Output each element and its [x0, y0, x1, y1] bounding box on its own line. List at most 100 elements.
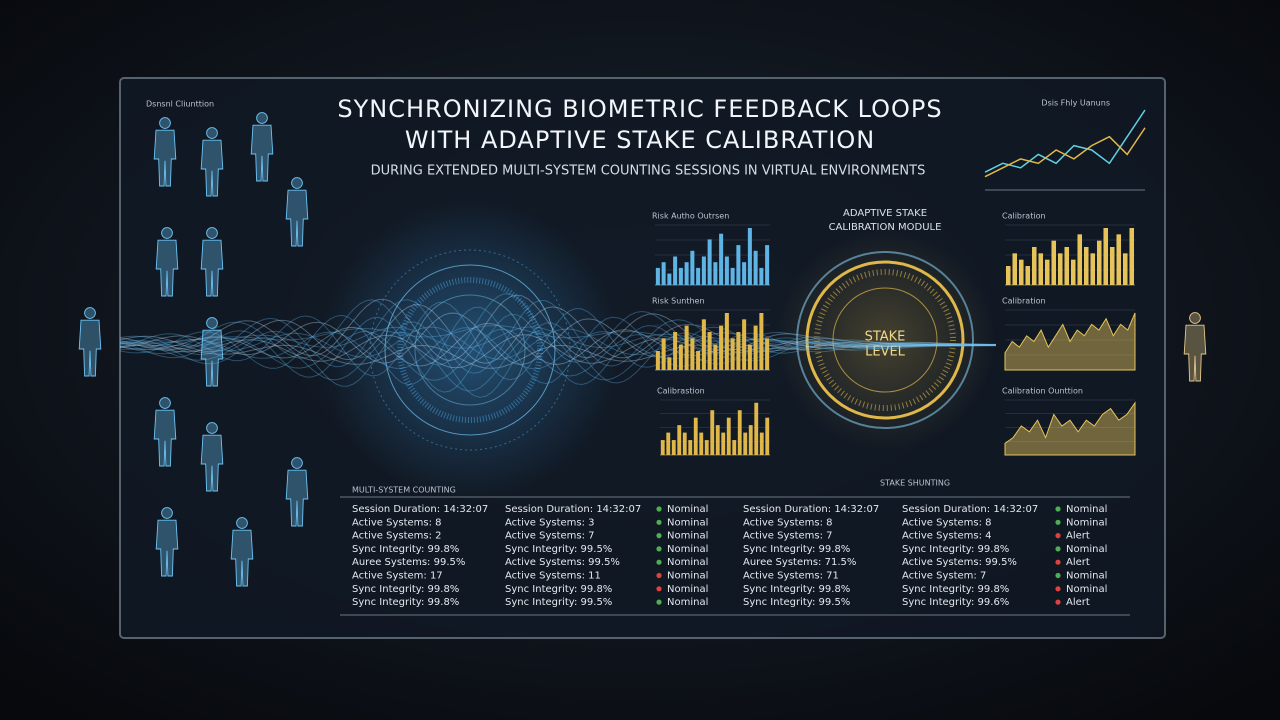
bar: [667, 273, 672, 285]
status: Alert: [1066, 597, 1090, 608]
bar: [655, 351, 660, 370]
status-dot: [1055, 519, 1061, 525]
cell: Active Systems: 3: [505, 517, 595, 528]
bar: [1057, 253, 1063, 285]
wave: [119, 301, 997, 381]
status: Nominal: [667, 504, 708, 515]
bar: [742, 262, 747, 285]
wave: [119, 326, 996, 360]
wave: [119, 294, 996, 362]
bar: [759, 432, 764, 455]
cell: Active System: 7: [902, 571, 986, 582]
bar: [671, 440, 676, 455]
chart-label: Calibration: [1002, 297, 1046, 306]
bar: [736, 245, 741, 285]
bar: [684, 325, 689, 370]
wave: [119, 293, 997, 366]
cell: Session Duration: 14:32:07: [743, 504, 879, 515]
cell: Sync Integrity: 99.8%: [352, 544, 459, 555]
bar: [1109, 247, 1115, 285]
bar: [696, 351, 701, 370]
bar: [724, 256, 729, 285]
bar: [715, 425, 720, 455]
wave: [119, 325, 996, 346]
human-figure: [155, 227, 179, 297]
cell: Auree Systems: 71.5%: [743, 557, 856, 568]
status-dot: [656, 533, 662, 539]
line: [984, 127, 1146, 178]
cell: Sync Integrity: 99.8%: [743, 584, 850, 595]
bar: [1077, 234, 1083, 285]
human-figure: [200, 317, 224, 387]
area: [1004, 401, 1136, 456]
cell: Sync Integrity: 99.5%: [505, 544, 612, 555]
human-figure: [230, 517, 254, 587]
figure-body: [200, 239, 224, 297]
bar: [724, 313, 729, 370]
wave: [119, 327, 997, 370]
cell: Sync Integrity: 99.8%: [902, 544, 1009, 555]
wave: [119, 306, 997, 386]
bar: [1103, 228, 1109, 285]
status-dot: [1055, 546, 1061, 552]
human-figure: [153, 397, 177, 467]
cell: Sync Integrity: 99.8%: [352, 584, 459, 595]
human-figure: [200, 127, 224, 197]
wave: [119, 328, 997, 381]
cell: Active Systems: 8: [743, 517, 833, 528]
bar: [730, 338, 735, 370]
figure-head: [1189, 312, 1201, 324]
wave: [119, 344, 996, 369]
wave: [119, 314, 996, 393]
bar: [666, 432, 671, 455]
cell: Sync Integrity: 99.5%: [743, 597, 850, 608]
figure-body: [155, 239, 179, 297]
bar: [759, 267, 764, 285]
bar: [655, 267, 660, 285]
chart-label: Calibration: [1002, 212, 1046, 221]
subtitle: DURING EXTENDED MULTI-SYSTEM COUNTING SE…: [371, 164, 926, 179]
figure-body: [285, 469, 309, 527]
bar: [1031, 247, 1037, 285]
bar: [707, 239, 712, 285]
chart-label: Calibrastion: [657, 387, 705, 396]
status: Nominal: [1066, 504, 1107, 515]
bar: [1122, 253, 1128, 285]
bar: [1044, 259, 1050, 285]
status-dot: [656, 586, 662, 592]
bar: [673, 332, 678, 370]
figure-body: [200, 434, 224, 492]
bar: [737, 410, 742, 455]
status-dot: [1055, 533, 1061, 539]
bar: [726, 417, 731, 455]
cell: Active Systems: 4: [902, 531, 992, 542]
status: Nominal: [667, 544, 708, 555]
cell: Active Systems: 11: [505, 571, 601, 582]
bar: [701, 319, 706, 370]
table-title: STAKE SHUNTING: [880, 479, 950, 488]
figure-body: [153, 129, 177, 187]
bar: [1070, 259, 1076, 285]
status-dot: [656, 519, 662, 525]
chart-label: Risk Sunthen: [652, 297, 705, 306]
cell: Session Duration: 14:32:07: [352, 504, 488, 515]
stake-level: LEVEL: [865, 345, 906, 360]
figure-head: [206, 227, 218, 239]
cell: Active Systems: 2: [352, 531, 442, 542]
wave: [119, 299, 997, 374]
bar: [707, 332, 712, 370]
figure-head: [161, 227, 173, 239]
cell: Active Systems: 99.5%: [902, 557, 1017, 568]
bar: [701, 256, 706, 285]
cell: Session Duration: 14:32:07: [902, 504, 1038, 515]
cell: Active Systems: 7: [743, 531, 833, 542]
bar: [677, 425, 682, 455]
status-dot: [656, 506, 662, 512]
status: Nominal: [1066, 571, 1107, 582]
cell: Active Systems: 8: [902, 517, 992, 528]
cell: Sync Integrity: 99.8%: [505, 584, 612, 595]
figure-body: [155, 519, 179, 577]
table-title: MULTI-SYSTEM COUNTING: [352, 486, 456, 495]
figure-head: [206, 422, 218, 434]
status: Alert: [1066, 557, 1090, 568]
